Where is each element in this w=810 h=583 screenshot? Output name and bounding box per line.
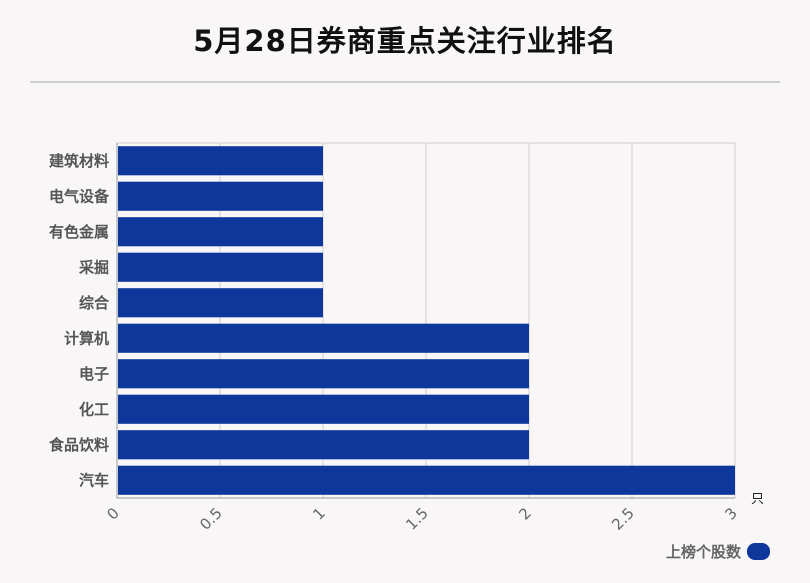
bar — [118, 146, 323, 176]
bar — [118, 181, 323, 211]
category-label: 有色金属 — [49, 223, 109, 241]
category-label: 综合 — [79, 294, 110, 312]
category-label: 电子 — [79, 365, 109, 383]
legend[interactable]: 上榜个股数 — [666, 541, 770, 562]
x-tick-label: 1.5 — [402, 504, 432, 534]
category-label: 化工 — [79, 400, 109, 418]
category-label: 计算机 — [64, 329, 109, 347]
category-label: 电气设备 — [49, 187, 110, 205]
x-tick-label: 3 — [721, 504, 740, 523]
bar — [118, 430, 529, 460]
bar — [118, 217, 323, 247]
chart-title: 5月28日券商重点关注行业排名 — [193, 24, 617, 58]
bar — [118, 252, 323, 282]
title-divider — [30, 81, 780, 83]
bar — [118, 465, 735, 495]
x-tick-label: 2.5 — [608, 504, 638, 534]
bar — [118, 359, 529, 389]
category-label: 食品饮料 — [49, 436, 109, 454]
bar — [118, 394, 529, 424]
x-tick-label: 0.5 — [196, 504, 226, 534]
bar — [118, 323, 529, 353]
category-label: 采掘 — [78, 258, 109, 276]
bar — [118, 288, 323, 318]
legend-swatch — [747, 543, 770, 560]
legend-label: 上榜个股数 — [665, 543, 741, 561]
category-label: 汽车 — [79, 471, 109, 489]
x-tick-label: 0 — [103, 504, 122, 523]
x-unit-label: 只 — [751, 492, 764, 507]
category-label: 建筑材料 — [49, 152, 109, 170]
x-tick-label: 2 — [515, 504, 534, 523]
x-tick-label: 1 — [309, 504, 328, 523]
